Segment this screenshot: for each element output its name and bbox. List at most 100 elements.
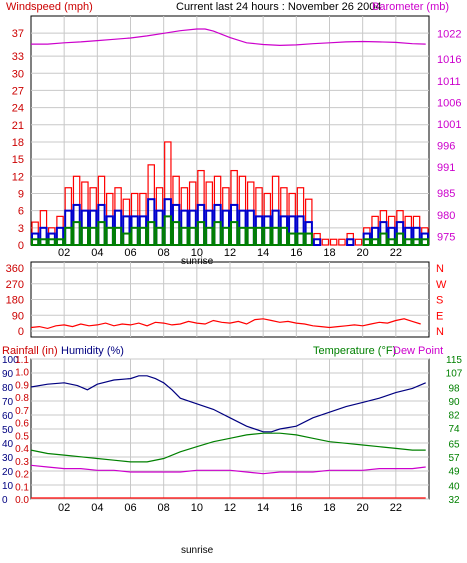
wind-bar-low bbox=[230, 221, 239, 247]
wind-bar-low bbox=[404, 238, 413, 246]
wind-bar-low bbox=[138, 226, 148, 246]
barometer-tick-label: 1011 bbox=[437, 76, 461, 88]
wind-bar-low bbox=[39, 238, 48, 246]
compass-label: N bbox=[436, 263, 444, 275]
x-tick-label-climate: 22 bbox=[390, 502, 402, 514]
x-tick-label-wind: 20 bbox=[357, 247, 369, 259]
direction-tick-label: 90 bbox=[12, 310, 24, 322]
x-tick-label-climate: 08 bbox=[158, 502, 170, 514]
wind-bar-low bbox=[263, 226, 272, 246]
wind-bar-low bbox=[213, 221, 222, 247]
x-tick-label-climate: 02 bbox=[58, 502, 70, 514]
wind-bar-low bbox=[163, 215, 172, 246]
wind-tick-label: 3 bbox=[18, 223, 24, 235]
x-tick-label-wind: 08 bbox=[158, 247, 170, 259]
wind-tick-label: 15 bbox=[12, 154, 24, 166]
barometer-line bbox=[31, 28, 426, 47]
rainfall-axis-title: Rainfall (in) bbox=[2, 345, 58, 357]
wind-tick-label: 33 bbox=[12, 51, 24, 63]
rainfall-tick-label: 0.8 bbox=[15, 393, 29, 404]
x-tick-label-wind: 14 bbox=[257, 247, 269, 259]
wind-bar-low bbox=[362, 238, 371, 246]
barometer-tick-label: 1016 bbox=[437, 54, 461, 66]
humidity-tick-label: 50 bbox=[2, 425, 14, 436]
wind-bar-low bbox=[89, 226, 98, 246]
humidity-tick-label: 10 bbox=[2, 481, 14, 492]
humidity-line bbox=[30, 375, 426, 433]
humidity-axis-title: Humidity (%) bbox=[61, 345, 124, 357]
wind-bar-low bbox=[188, 226, 197, 246]
barometer-tick-label: 985 bbox=[437, 188, 455, 200]
x-tick-label-climate: 06 bbox=[124, 502, 136, 514]
x-tick-label-wind: 04 bbox=[91, 247, 103, 259]
wind-bar-low bbox=[196, 221, 206, 247]
temperature-tick-label: 65 bbox=[448, 439, 460, 450]
wind-bar-low bbox=[180, 226, 189, 246]
wind-bar-low bbox=[147, 221, 156, 247]
wind-bar-low bbox=[387, 238, 396, 246]
humidity-tick-label: 40 bbox=[2, 439, 14, 450]
wind-bar-low bbox=[31, 238, 40, 246]
wind-bar-gust bbox=[354, 238, 363, 246]
compass-label: S bbox=[436, 295, 443, 307]
rainfall-tick-label: 0.1 bbox=[15, 482, 29, 493]
direction-tick-label: 270 bbox=[6, 279, 24, 291]
windspeed-axis-title: Windspeed (mph) bbox=[6, 1, 93, 13]
wind-bar-low bbox=[254, 226, 264, 246]
temperature-tick-label: 57 bbox=[448, 453, 460, 464]
temperature-tick-label: 115 bbox=[446, 355, 462, 366]
temperature-tick-label: 74 bbox=[448, 424, 460, 435]
sunrise-label-top: sunrise bbox=[181, 256, 214, 267]
wind-bar-low bbox=[221, 226, 230, 246]
wind-tick-label: 9 bbox=[18, 188, 24, 200]
wind-tick-label: 12 bbox=[12, 171, 24, 183]
x-tick-label-climate: 04 bbox=[91, 502, 103, 514]
humidity-tick-label: 70 bbox=[2, 397, 14, 408]
compass-label: N bbox=[436, 326, 444, 338]
wind-bar-low bbox=[72, 221, 81, 247]
temperature-axis-title: Temperature (°F) bbox=[313, 345, 396, 357]
wind-bar-low bbox=[296, 232, 305, 247]
x-tick-label-wind: 12 bbox=[224, 247, 236, 259]
wind-bar-low bbox=[205, 226, 214, 246]
temperature-tick-label: 32 bbox=[448, 495, 460, 506]
wind-tick-label: 24 bbox=[12, 103, 24, 115]
x-tick-label-wind: 06 bbox=[124, 247, 136, 259]
barometer-tick-label: 996 bbox=[437, 141, 455, 153]
humidity-tick-label: 100 bbox=[2, 355, 19, 366]
temperature-tick-label: 40 bbox=[448, 482, 460, 493]
rainfall-tick-label: 1.0 bbox=[15, 368, 29, 379]
x-tick-label-wind: 10 bbox=[191, 247, 203, 259]
direction-line bbox=[30, 318, 421, 330]
wind-bar-low bbox=[64, 226, 73, 246]
wind-bar-low bbox=[238, 226, 247, 246]
wind-bar-low bbox=[97, 221, 106, 247]
direction-tick-label: 180 bbox=[6, 295, 24, 307]
wind-bar-gust bbox=[321, 238, 330, 246]
x-tick-label-wind: 16 bbox=[290, 247, 302, 259]
rainfall-tick-label: 0.6 bbox=[15, 419, 29, 430]
rainfall-tick-label: 0.4 bbox=[15, 444, 29, 455]
wind-bar-low bbox=[288, 232, 297, 247]
wind-tick-label: 18 bbox=[12, 137, 24, 149]
wind-bar-avg bbox=[346, 238, 355, 246]
x-tick-label-wind: 22 bbox=[390, 247, 402, 259]
temperature-tick-label: 107 bbox=[446, 368, 463, 379]
wind-tick-label: 6 bbox=[18, 206, 24, 218]
rainfall-tick-label: 0.5 bbox=[15, 431, 29, 442]
sunrise-label-bottom: sunrise bbox=[181, 545, 214, 556]
wind-bar-low bbox=[55, 238, 65, 246]
humidity-tick-label: 30 bbox=[2, 453, 14, 464]
barometer-tick-label: 1022 bbox=[437, 28, 461, 40]
barometer-tick-label: 980 bbox=[437, 210, 455, 222]
x-tick-label-climate: 14 bbox=[257, 502, 269, 514]
wind-bar-avg bbox=[312, 238, 322, 246]
wind-bar-low bbox=[304, 232, 313, 247]
temperature-tick-label: 90 bbox=[448, 397, 460, 408]
wind-bar-low bbox=[412, 238, 421, 246]
barometer-tick-label: 975 bbox=[437, 231, 455, 243]
wind-tick-label: 30 bbox=[12, 68, 24, 80]
temperature-tick-label: 82 bbox=[448, 411, 460, 422]
